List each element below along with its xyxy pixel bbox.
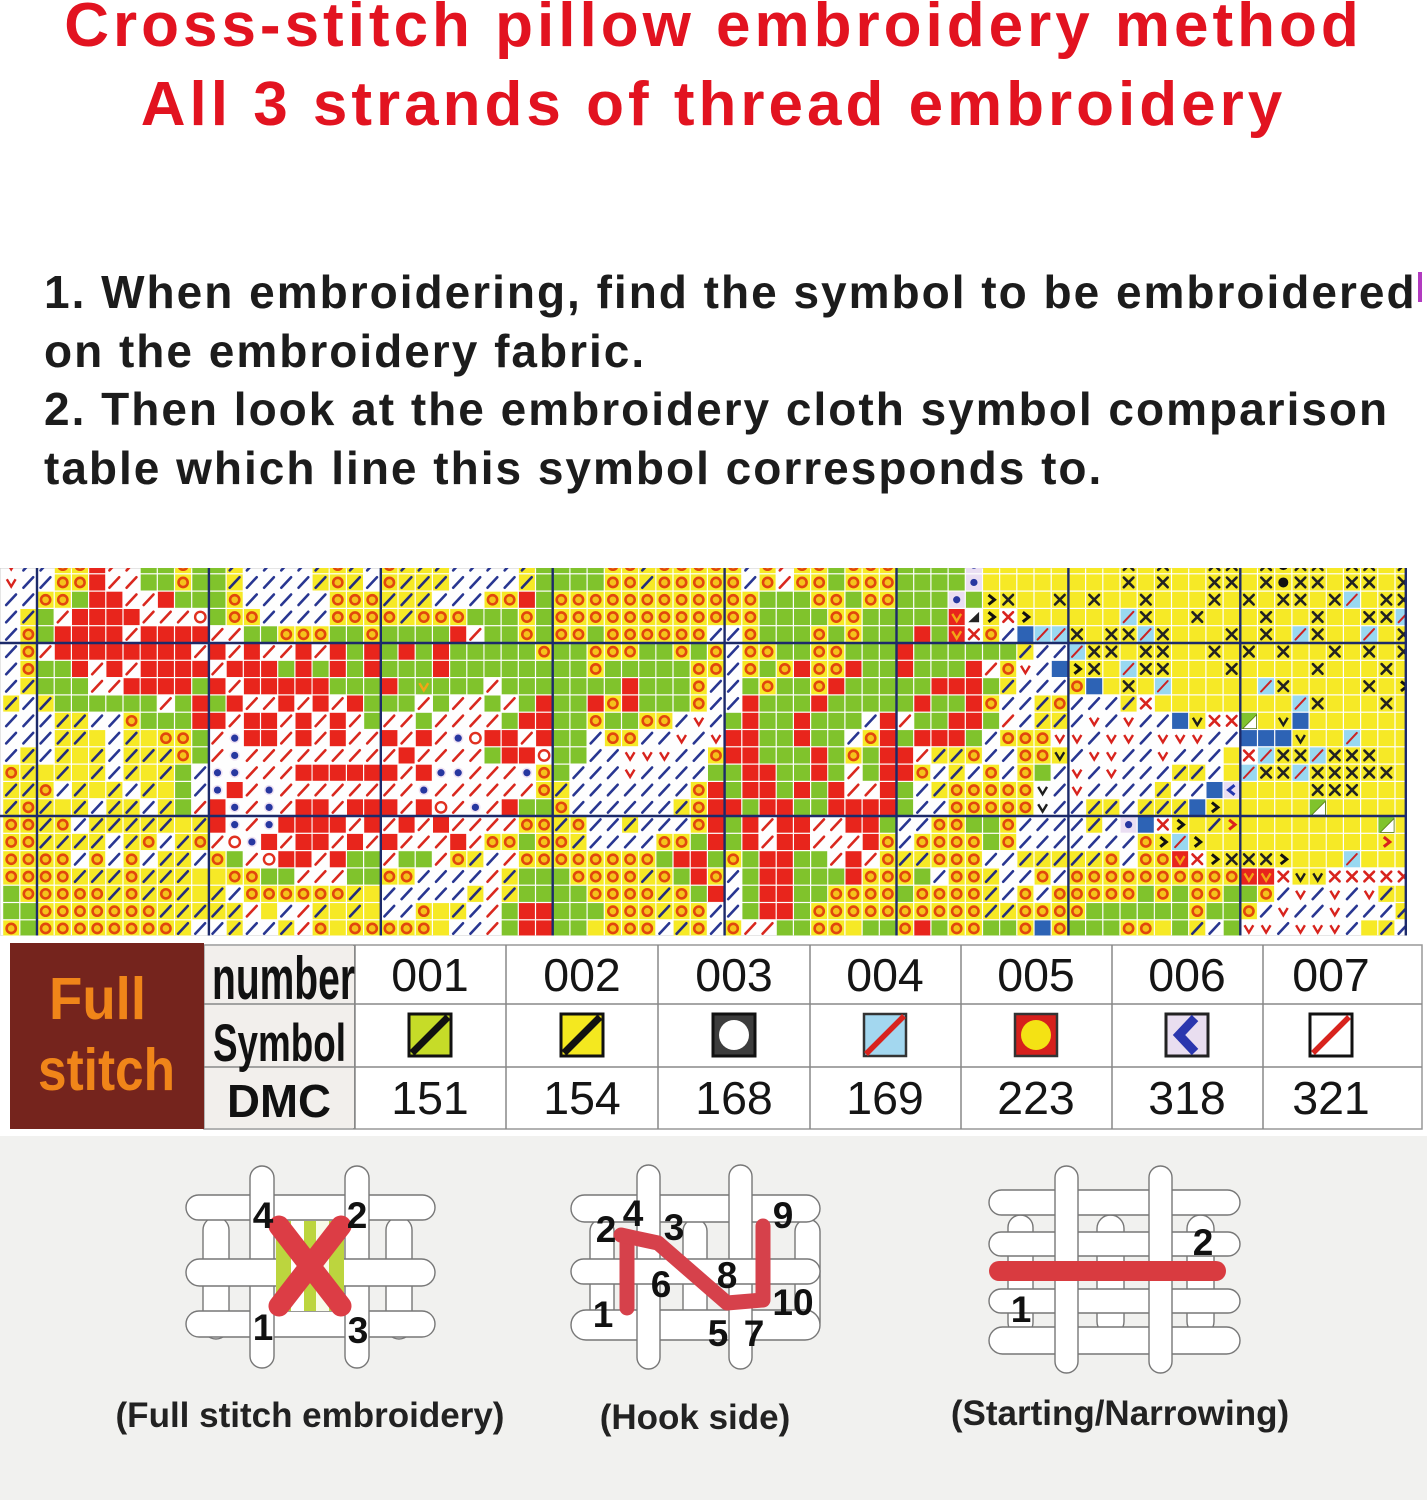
svg-text:4: 4	[623, 1193, 644, 1234]
svg-text:002: 002	[543, 949, 621, 1001]
svg-text:9: 9	[773, 1195, 794, 1236]
svg-text:7: 7	[744, 1313, 765, 1354]
svg-text:007: 007	[1292, 949, 1370, 1001]
svg-text:006: 006	[1148, 949, 1226, 1001]
svg-text:005: 005	[997, 949, 1075, 1001]
svg-text:168: 168	[695, 1072, 773, 1124]
svg-text:003: 003	[695, 949, 773, 1001]
svg-text:2: 2	[1193, 1222, 1214, 1263]
svg-text:8: 8	[717, 1255, 738, 1296]
svg-text:Full: Full	[49, 966, 146, 1032]
svg-text:10: 10	[772, 1282, 813, 1323]
svg-text:318: 318	[1148, 1072, 1226, 1124]
svg-text:2: 2	[347, 1195, 368, 1236]
svg-text:004: 004	[846, 949, 924, 1001]
svg-text:stitch: stitch	[38, 1037, 175, 1103]
svg-text:Symbol: Symbol	[213, 1014, 346, 1073]
svg-text:6: 6	[651, 1264, 672, 1305]
svg-text:223: 223	[997, 1072, 1075, 1124]
svg-text:169: 169	[846, 1072, 924, 1124]
svg-text:number: number	[212, 945, 355, 1012]
svg-text:(Starting/Narrowing): (Starting/Narrowing)	[951, 1394, 1289, 1433]
svg-text:2: 2	[596, 1209, 617, 1250]
svg-text:5: 5	[708, 1313, 729, 1354]
svg-text:1: 1	[253, 1307, 274, 1348]
svg-text:(Hook side): (Hook side)	[600, 1398, 791, 1437]
svg-text:3: 3	[664, 1207, 685, 1248]
svg-text:1: 1	[593, 1294, 614, 1335]
svg-text:321: 321	[1292, 1072, 1370, 1124]
svg-text:1: 1	[1011, 1289, 1032, 1330]
svg-text:001: 001	[391, 949, 469, 1001]
svg-text:3: 3	[348, 1310, 369, 1351]
svg-text:154: 154	[543, 1072, 621, 1124]
svg-text:DMC: DMC	[227, 1075, 331, 1127]
svg-text:4: 4	[253, 1195, 274, 1236]
svg-text:(Full stitch embroidery): (Full stitch embroidery)	[116, 1396, 505, 1435]
svg-text:151: 151	[391, 1072, 469, 1124]
